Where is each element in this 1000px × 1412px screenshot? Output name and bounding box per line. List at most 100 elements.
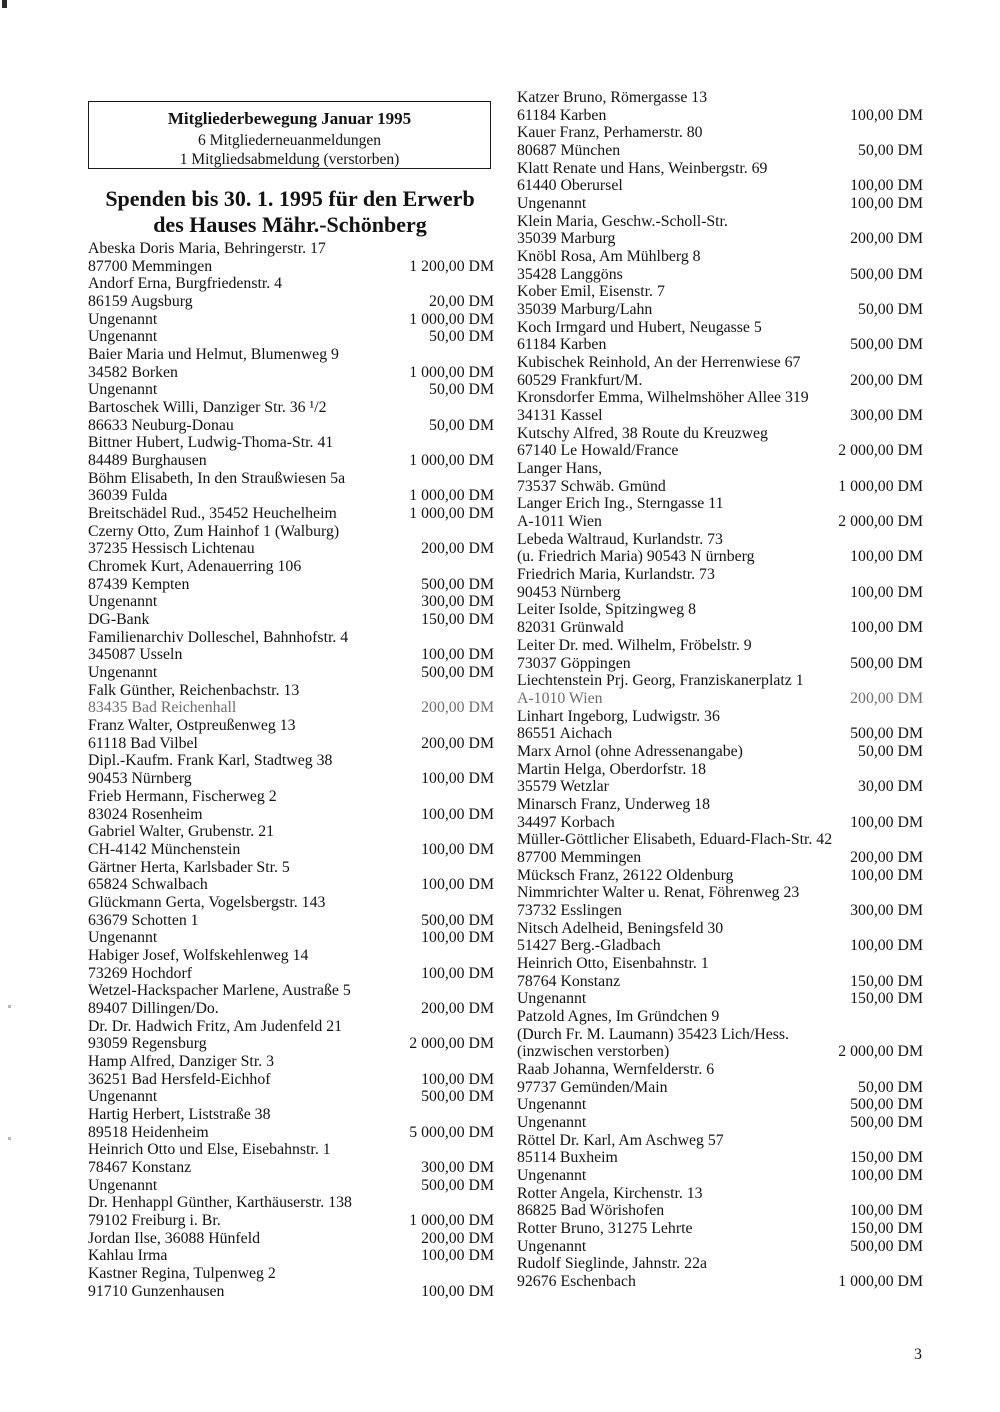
donation-amount: 100,00 DM (421, 929, 494, 947)
donation-amount: 100,00 DM (850, 195, 923, 213)
donation-amount: 2 000,00 DM (409, 1035, 494, 1053)
donor-text: Kronsdorfer Emma, Wilhelmshöher Allee 31… (517, 389, 809, 407)
donation-amount: 500,00 DM (421, 1176, 494, 1194)
donor-text: Friedrich Maria, Kurlandstr. 73 (517, 566, 715, 584)
donation-amount: 500,00 DM (850, 1237, 923, 1255)
donor-text: Frieb Hermann, Fischerweg 2 (88, 787, 277, 805)
donor-text: Kahlau Irma (88, 1247, 168, 1265)
donor-text: Heinrich Otto, Eisenbahnstr. 1 (517, 954, 709, 972)
donation-amount: 1 000,00 DM (409, 505, 494, 523)
donation-row: 61184 Karben 500,00 DM (517, 336, 923, 354)
donor-text: Böhm Elisabeth, In den Straußwiesen 5a (88, 469, 346, 487)
donor-text: Dr. Dr. Hadwich Fritz, Am Judenfeld 21 (88, 1017, 343, 1035)
donor-text: (u. Friedrich Maria) 90543 N ürnberg (517, 548, 755, 566)
donor-text: 78764 Konstanz (517, 972, 621, 990)
donation-row: Kubischek Reinhold, An der Herrenwiese 6… (517, 354, 923, 372)
donation-row: Kutschy Alfred, 38 Route du Kreuzweg (517, 425, 923, 443)
donor-text: 90453 Nürnberg (517, 583, 621, 601)
donation-amount: 50,00 DM (858, 1078, 923, 1096)
donation-row: 36039 Fulda 1 000,00 DM (88, 487, 494, 505)
donor-text: Kober Emil, Eisenstr. 7 (517, 283, 665, 301)
donor-text: Hamp Alfred, Danziger Str. 3 (88, 1052, 275, 1070)
donation-row: Leiter Dr. med. Wilhelm, Fröbelstr. 9 (517, 637, 923, 655)
donation-row: 35039 Marburg/Lahn 50,00 DM (517, 301, 923, 319)
donation-row: Mücksch Franz, 26122 Oldenburg 100,00 DM (517, 867, 923, 885)
donation-amount: 100,00 DM (850, 813, 923, 831)
donation-row: Baier Maria und Helmut, Blumenweg 9 (88, 346, 494, 364)
donation-row: Glückmann Gerta, Vogelsbergstr. 143 (88, 894, 494, 912)
donor-text: Kastner Regina, Tulpenweg 2 (88, 1264, 276, 1282)
donor-text: Dr. Henhappl Günther, Karthäuserstr. 138 (88, 1194, 352, 1212)
donor-text: Knöbl Rosa, Am Mühlberg 8 (517, 248, 701, 266)
donor-text: Kutschy Alfred, 38 Route du Kreuzweg (517, 424, 768, 442)
donation-amount: 500,00 DM (421, 575, 494, 593)
donation-amount: 1 000,00 DM (409, 1211, 494, 1229)
donor-text: Marx Arnol (ohne Adressenangabe) (517, 742, 743, 760)
donation-amount: 50,00 DM (429, 416, 494, 434)
donation-row: Minarsch Franz, Underweg 18 (517, 796, 923, 814)
donation-row: Langer Hans, (517, 460, 923, 478)
donor-text: Ungenannt (88, 310, 158, 328)
donor-text: Ungenannt (517, 1113, 587, 1131)
donor-text: Breitschädel Rud., 35452 Heuchelheim (88, 505, 337, 523)
donor-text: CH-4142 Münchenstein (88, 840, 241, 858)
donor-text: 34582 Borken (88, 363, 178, 381)
donor-text: 87700 Memmingen (88, 257, 213, 275)
donation-row: Rudolf Sieglinde, Jahnstr. 22a (517, 1255, 923, 1273)
donation-row: 35428 Langgöns 500,00 DM (517, 266, 923, 284)
donor-text: Leiter Isolde, Spitzingweg 8 (517, 601, 696, 619)
donor-text: Rudolf Sieglinde, Jahnstr. 22a (517, 1255, 707, 1273)
donor-text: Langer Erich Ing., Sterngasse 11 (517, 495, 724, 513)
donor-text: Bartoschek Willi, Danziger Str. 36 ¹/2 (88, 399, 327, 417)
donation-amount: 100,00 DM (850, 177, 923, 195)
donor-text: Jordan Ilse, 36088 Hünfeld (88, 1229, 260, 1247)
donor-text: 87439 Kempten (88, 575, 190, 593)
donation-row: Ungenannt 100,00 DM (517, 1167, 923, 1185)
donation-row: Abeska Doris Maria, Behringerstr. 17 (88, 240, 494, 258)
donor-text: Andorf Erna, Burgfriedenstr. 4 (88, 275, 283, 293)
donor-text: Ungenannt (88, 328, 158, 346)
donor-text: 73537 Schwäb. Gmünd (517, 477, 666, 495)
donation-amount: 150,00 DM (421, 611, 494, 629)
donation-row: (u. Friedrich Maria) 90543 N ürnberg 100,… (517, 548, 923, 566)
donation-row: Familienarchiv Dolleschel, Bahnhofstr. 4 (88, 629, 494, 647)
donation-row: Hamp Alfred, Danziger Str. 3 (88, 1053, 494, 1071)
donation-amount: 200,00 DM (421, 1229, 494, 1247)
donation-amount: 500,00 DM (850, 265, 923, 283)
donation-amount: 50,00 DM (858, 142, 923, 160)
donation-row: Ungenannt 50,00 DM (88, 328, 494, 346)
donation-row: 83435 Bad Reichenhall 200,00 DM (88, 699, 494, 717)
donation-amount: 2 000,00 DM (838, 1043, 923, 1061)
donation-row: 85114 Buxheim 150,00 DM (517, 1149, 923, 1167)
donor-text: Gabriel Walter, Grubenstr. 21 (88, 823, 274, 841)
donor-text: Linhart Ingeborg, Ludwigstr. 36 (517, 707, 720, 725)
member-movement-box: Mitgliederbewegung Januar 1995 6 Mitglie… (88, 101, 491, 169)
donation-amount: 100,00 DM (850, 583, 923, 601)
donor-text: 35039 Marburg/Lahn (517, 301, 653, 319)
donation-row: Nitsch Adelheid, Beningsfeld 30 (517, 920, 923, 938)
donation-amount: 1 200,00 DM (409, 257, 494, 275)
donation-row: 90453 Nürnberg 100,00 DM (88, 770, 494, 788)
donation-row: (Durch Fr. M. Laumann) 35423 Lich/Hess. (517, 1026, 923, 1044)
donor-text: Nitsch Adelheid, Beningsfeld 30 (517, 919, 724, 937)
donation-row: 65824 Schwalbach 100,00 DM (88, 876, 494, 894)
donor-text: Ungenannt (88, 381, 158, 399)
donation-row: Patzold Agnes, Im Gründchen 9 (517, 1008, 923, 1026)
donor-text: 35579 Wetzlar (517, 778, 609, 796)
donor-text: Patzold Agnes, Im Gründchen 9 (517, 1007, 720, 1025)
donation-amount: 100,00 DM (421, 876, 494, 894)
donation-row: Ungenannt 500,00 DM (517, 1114, 923, 1132)
donation-amount: 100,00 DM (421, 1282, 494, 1300)
donation-row: Ungenannt 1 000,00 DM (88, 311, 494, 329)
donation-row: Dr. Henhappl Günther, Karthäuserstr. 138 (88, 1194, 494, 1212)
donation-row: Ungenannt 300,00 DM (88, 593, 494, 611)
donor-text: 65824 Schwalbach (88, 876, 208, 894)
donor-text: 63679 Schotten 1 (88, 911, 199, 929)
donation-row: 73269 Hochdorf 100,00 DM (88, 965, 494, 983)
page-number: 3 (914, 1346, 922, 1363)
donor-text: 83024 Rosenheim (88, 805, 203, 823)
donation-row: Ungenannt 500,00 DM (88, 1177, 494, 1195)
donor-text: Ungenannt (517, 1096, 587, 1114)
donor-text: Familienarchiv Dolleschel, Bahnhofstr. 4 (88, 628, 349, 646)
